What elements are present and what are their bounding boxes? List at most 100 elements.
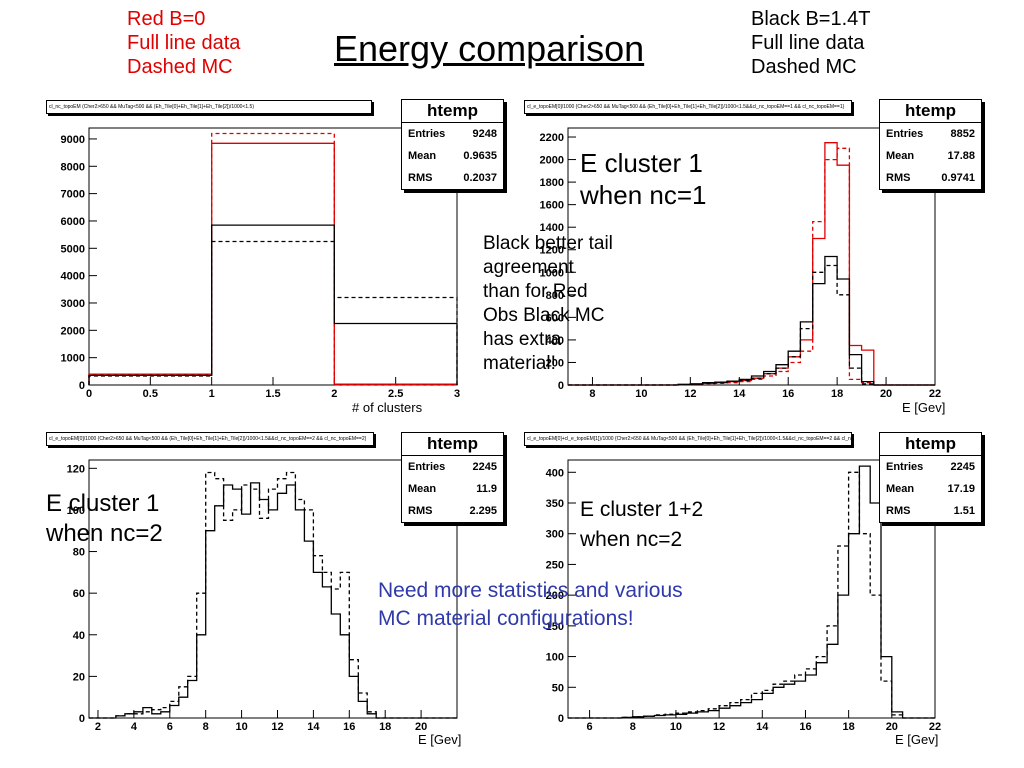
y-tick-label: 60 [73,588,85,600]
y-tick-label: 100 [546,652,564,664]
y-tick-label: 20 [73,671,85,683]
y-tick-label: 150 [546,621,564,633]
legend-left-line2: Full line data [127,32,241,54]
plot-frame-4 [567,459,936,719]
y-tick-label: 0 [558,713,564,725]
stats-1-entries: 9248 [472,128,497,140]
y-tick-label: 7000 [61,189,85,201]
annotation-panel2-line2: when nc=1 [580,180,707,210]
x-tick-label: 10 [635,388,647,400]
x-tick-label: 18 [843,721,855,733]
x-tick-label: 22 [929,388,941,400]
stats-box-1: htemp Entries 9248 Mean 0.9635 RMS 0.2037 [401,99,504,190]
x-tick-label: 10 [670,721,682,733]
x-axis-label-4: E [Gev] [895,732,939,747]
stats-2-rms-label: RMS [886,172,911,184]
comment-text: Black better tail agreement than for Red… [483,232,613,376]
legend-left: Red B=0 Full line data Dashed MC [127,7,240,79]
y-tick-label: 200 [546,590,564,602]
x-axis-label-2: E [Gev] [902,400,946,415]
y-tick-label: 1600 [540,200,564,212]
bottom-note: Need more statistics and various MC mate… [378,577,683,633]
x-tick-label: 6 [587,721,593,733]
legend-left-line1: Red B=0 [127,8,206,30]
y-tick-label: 800 [546,290,564,302]
y-tick-label: 1800 [540,177,564,189]
legend-right-line1: Black B=1.4T [751,8,871,30]
x-tick-label: 20 [415,721,427,733]
stats-4-entries: 2245 [950,461,975,473]
x-tick-label: 20 [886,721,898,733]
stats-1-entries-label: Entries [408,128,446,140]
stats-box-2-title: htemp [880,100,981,123]
stats-box-2: htemp Entries 8852 Mean 17.88 RMS 0.9741 [879,99,982,190]
histogram-2-title: cl_e_topoEM[0]/1000 {Cher2>650 && MuTag<… [524,100,852,114]
legend-right: Black B=1.4T Full line data Dashed MC [751,7,871,79]
stats-2-entries: 8852 [950,128,975,140]
comment-line1: Black better tail [483,233,613,254]
stats-2-mean: 17.88 [947,150,975,162]
x-axis-label-1: # of clusters [352,400,423,415]
y-tick-label: 5000 [61,243,85,255]
stats-3-mean: 11.9 [476,483,497,495]
stats-4-rms-label: RMS [886,505,911,517]
x-tick-label: 3 [454,388,460,400]
y-tick-label: 350 [546,498,564,510]
x-tick-label: 0 [86,388,92,400]
annotation-panel3-line1: E cluster 1 [46,490,160,517]
y-tick-label: 100 [67,505,85,517]
y-tick-label: 3000 [61,298,85,310]
y-tick-label: 50 [552,682,564,694]
histogram-series-4-2 [568,471,935,719]
y-tick-label: 600 [546,312,564,324]
comment-line5: has extra [483,329,562,350]
x-tick-label: 14 [756,721,769,733]
x-tick-label: 16 [343,721,355,733]
y-tick-label: 0 [79,380,85,392]
x-tick-label: 2.5 [388,388,403,400]
histogram-series-1-2 [88,132,458,386]
y-tick-label: 40 [73,630,85,642]
y-tick-label: 400 [546,467,564,479]
bottom-note-line1: Need more statistics and various [378,579,683,602]
stats-1-mean: 0.9635 [463,150,497,162]
x-tick-label: 2 [95,721,101,733]
y-tick-label: 200 [546,357,564,369]
x-tick-label: 2 [331,388,337,400]
annotation-panel4-line1: E cluster 1+2 [580,498,704,521]
x-tick-label: 14 [733,388,746,400]
stats-box-4: htemp Entries 2245 Mean 17.19 RMS 1.51 [879,432,982,523]
x-tick-label: 4 [131,721,138,733]
y-tick-label: 1000 [61,353,85,365]
plot-frame-2 [567,127,936,386]
y-tick-label: 9000 [61,134,85,146]
x-tick-label: 12 [713,721,725,733]
annotation-panel3-line2: when nc=2 [46,520,163,547]
legend-right-line3: Dashed MC [751,56,857,78]
y-tick-label: 2000 [61,325,85,337]
comment-line6: material! [483,353,556,374]
comment-line4: Obs Black MC [483,305,605,326]
comment-line3: than for Red [483,281,588,302]
x-tick-label: 1 [209,388,215,400]
stats-1-rms-label: RMS [408,172,433,184]
y-tick-label: 1400 [540,222,564,234]
legend-right-line2: Full line data [751,32,865,54]
y-tick-label: 1000 [540,267,564,279]
x-tick-label: 16 [799,721,811,733]
y-tick-label: 6000 [61,216,85,228]
x-tick-label: 22 [929,721,941,733]
annotation-panel2: E cluster 1 when nc=1 [580,147,706,211]
legend-left-line3: Dashed MC [127,56,233,78]
stats-2-entries-label: Entries [886,128,924,140]
stats-3-entries: 2245 [472,461,497,473]
x-tick-label: 14 [307,721,320,733]
stats-box-1-title: htemp [402,100,503,123]
y-tick-label: 120 [67,463,85,475]
x-tick-label: 1.5 [265,388,280,400]
stats-1-mean-label: Mean [408,150,437,162]
x-tick-label: 18 [379,721,391,733]
